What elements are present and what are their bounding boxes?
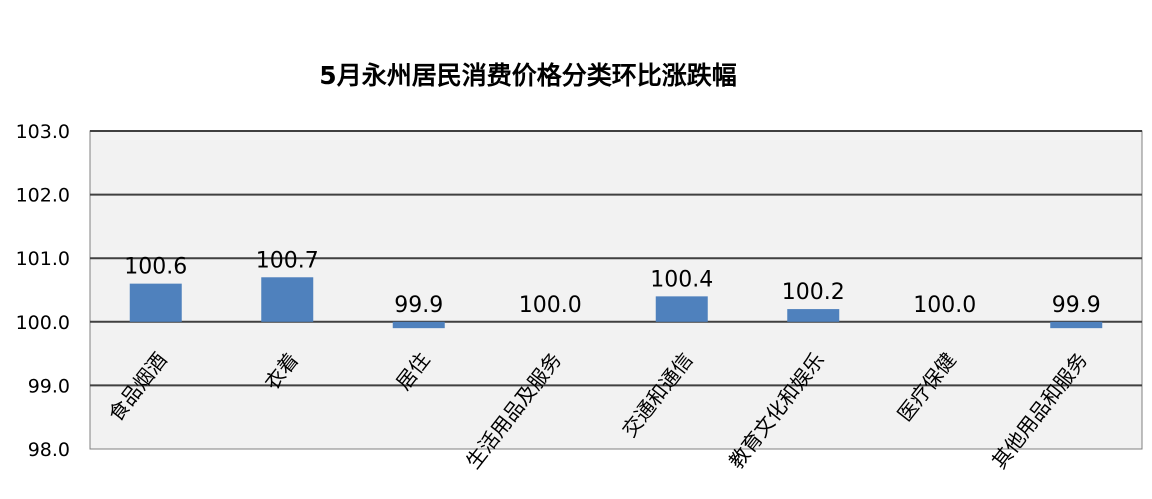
data-label: 99.9: [394, 293, 443, 318]
bar: [392, 321, 445, 329]
data-label: 100.0: [519, 293, 582, 318]
data-label: 100.4: [650, 267, 713, 292]
bar: [261, 277, 314, 322]
y-tick-label: 101.0: [16, 248, 70, 270]
y-tick-label: 102.0: [16, 185, 70, 207]
y-tick-label: 98.0: [28, 439, 70, 461]
bar: [129, 283, 182, 322]
y-tick-label: 99.0: [28, 375, 70, 397]
y-tick-label: 103.0: [16, 121, 70, 143]
bar: [787, 309, 840, 322]
chart-title: 5月永州居民消费价格分类环比涨跌幅: [319, 61, 736, 90]
data-label: 100.7: [256, 248, 319, 273]
bar: [1050, 321, 1103, 329]
y-tick-label: 100.0: [16, 312, 70, 334]
bar: [655, 296, 708, 322]
data-label: 100.2: [782, 280, 845, 305]
data-label: 100.0: [913, 293, 976, 318]
data-label: 100.6: [124, 255, 187, 280]
data-label: 99.9: [1052, 293, 1101, 318]
plot-area: [89, 130, 1143, 450]
